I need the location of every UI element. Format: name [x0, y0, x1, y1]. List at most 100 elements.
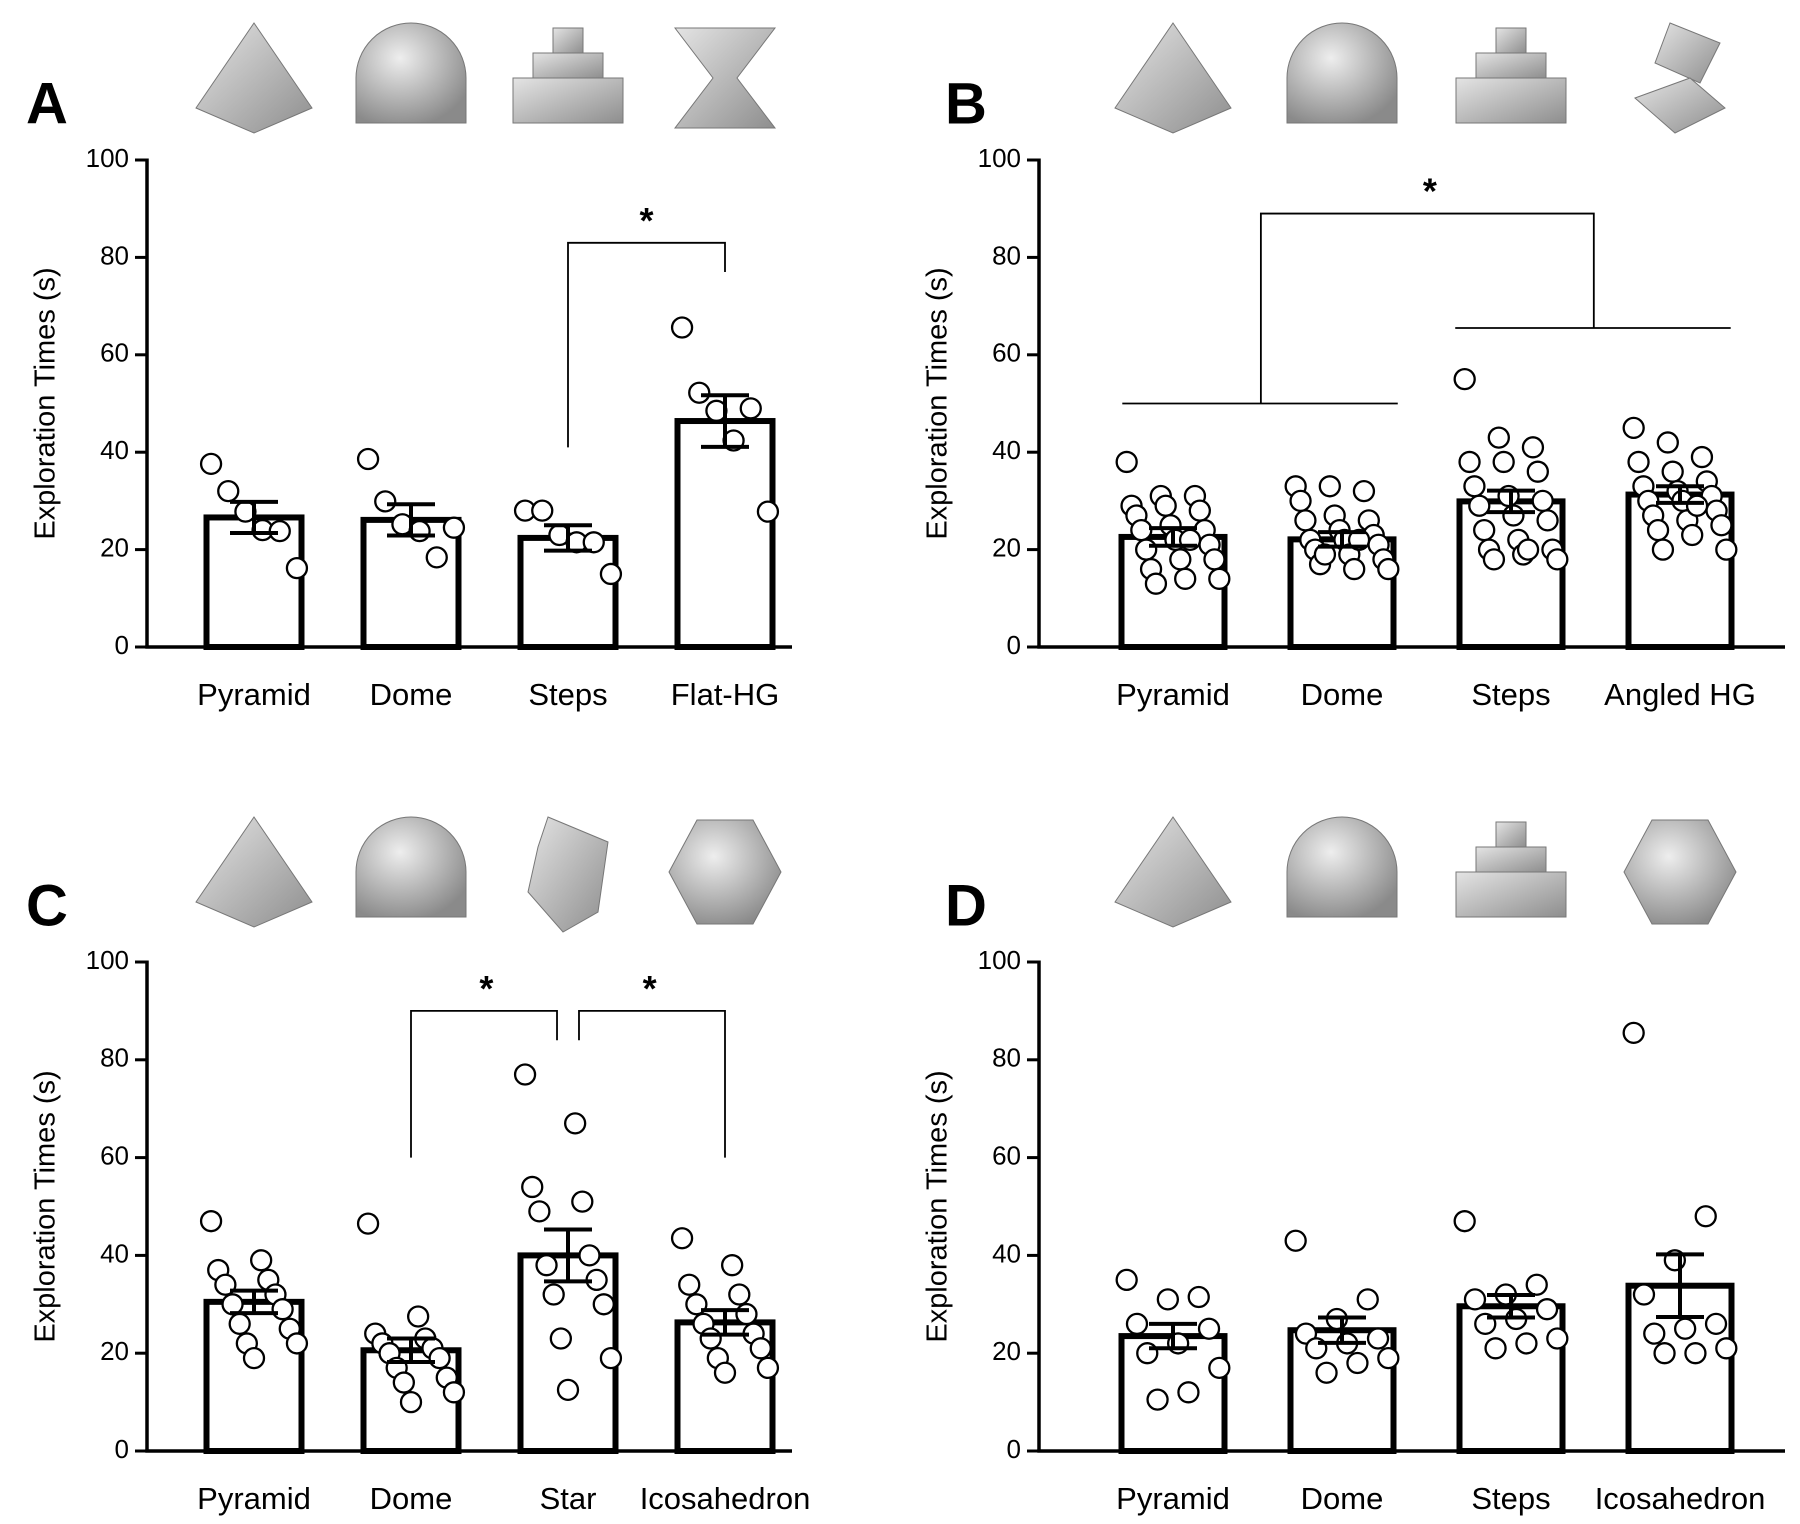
data-point	[1468, 494, 1491, 517]
panel-label: B	[945, 71, 987, 136]
object-icon	[195, 816, 313, 928]
data-point	[1632, 1283, 1656, 1306]
error-bar	[230, 499, 278, 536]
data-point	[1154, 494, 1177, 517]
data-point	[535, 1254, 558, 1277]
error-bar	[1318, 530, 1366, 549]
data-point	[1144, 572, 1168, 595]
data-point	[1684, 1342, 1707, 1365]
data-point	[285, 1332, 309, 1355]
significance-star: *	[643, 968, 657, 1009]
data-point	[582, 531, 605, 554]
error-bar	[544, 1227, 592, 1284]
y-tick-label: 60	[100, 338, 129, 368]
data-point	[1346, 1351, 1369, 1375]
data-point	[1203, 548, 1226, 571]
significance-bracket	[410, 1010, 558, 1158]
data-point	[407, 1305, 430, 1328]
data-point	[1135, 538, 1158, 561]
y-tick-label: 100	[86, 143, 129, 173]
data-point	[1694, 1205, 1717, 1228]
x-tick-label: Icosahedron	[1595, 1481, 1766, 1516]
object-icon	[512, 27, 624, 124]
icon-shape	[532, 52, 604, 79]
data-point	[1458, 450, 1481, 474]
data-point	[749, 1337, 772, 1360]
data-point	[528, 1200, 551, 1223]
y-axis-label: Exploration Times (s)	[30, 1070, 62, 1342]
data-point	[1622, 1021, 1645, 1045]
icon-shape	[1455, 871, 1567, 918]
data-point	[1715, 1337, 1738, 1360]
data-point	[1125, 1312, 1149, 1336]
data-point	[699, 1327, 722, 1350]
data-point	[1536, 509, 1559, 532]
object-icon	[355, 816, 467, 918]
data-point	[1294, 509, 1317, 532]
error-bar	[1487, 1293, 1535, 1320]
data-point	[1651, 538, 1675, 561]
data-point	[599, 562, 623, 586]
icon-shape	[527, 816, 609, 933]
bar	[674, 418, 776, 651]
data-point	[1502, 504, 1525, 527]
icon-shape	[1114, 816, 1232, 928]
object-icon	[527, 816, 609, 933]
data-point	[564, 1112, 587, 1135]
y-tick-label: 0	[1007, 630, 1021, 660]
data-point	[1482, 548, 1506, 571]
data-point	[1492, 450, 1515, 474]
x-tick-label: Pyramid	[1116, 677, 1230, 712]
x-tick-label: Pyramid	[197, 677, 311, 712]
data-point	[356, 447, 380, 471]
object-icon	[195, 22, 313, 134]
data-point	[1315, 1361, 1338, 1384]
data-point	[1208, 1356, 1231, 1380]
object-icon	[1114, 816, 1232, 928]
object-icon	[1455, 27, 1567, 124]
significance-star: *	[479, 968, 493, 1009]
data-point	[1146, 1388, 1169, 1411]
data-point	[374, 490, 397, 513]
data-point	[670, 1227, 694, 1250]
y-tick-label: 40	[992, 435, 1021, 465]
icon-shape	[1286, 816, 1398, 918]
x-tick-label: Dome	[1301, 677, 1384, 712]
data-point	[1690, 445, 1714, 469]
data-point	[1313, 543, 1337, 566]
object-icon	[673, 27, 777, 129]
data-point	[1622, 416, 1645, 440]
data-point	[1516, 538, 1540, 561]
data-point	[1453, 1210, 1476, 1233]
data-point	[542, 1283, 565, 1306]
data-point	[1463, 475, 1486, 498]
error-bar	[1149, 526, 1197, 548]
object-icon	[1634, 22, 1726, 134]
data-point	[1546, 548, 1569, 571]
object-icon	[1455, 821, 1567, 918]
data-point	[1289, 489, 1312, 513]
x-tick-label: Dome	[370, 1481, 453, 1516]
y-tick-label: 0	[1007, 1434, 1021, 1464]
data-point	[228, 1312, 251, 1336]
panel-label: C	[26, 873, 68, 938]
y-axis-label: Exploration Times (s)	[922, 1070, 954, 1342]
data-point	[399, 1390, 423, 1414]
icon-shape	[355, 816, 467, 918]
icon-shape	[1654, 22, 1721, 84]
data-point	[1377, 557, 1400, 581]
data-point	[713, 1361, 737, 1384]
y-tick-label: 20	[992, 532, 1021, 562]
object-icon	[1114, 22, 1232, 134]
y-axis-label: Exploration Times (s)	[30, 267, 62, 539]
data-point	[1653, 1342, 1676, 1365]
y-tick-label: 60	[100, 1140, 129, 1170]
y-tick-label: 100	[978, 143, 1021, 173]
data-point	[1525, 1273, 1548, 1296]
y-tick-label: 20	[100, 532, 129, 562]
data-point	[599, 1346, 623, 1370]
error-bar	[230, 1288, 278, 1316]
data-point	[1197, 1317, 1221, 1340]
x-tick-label: Pyramid	[197, 1481, 311, 1516]
